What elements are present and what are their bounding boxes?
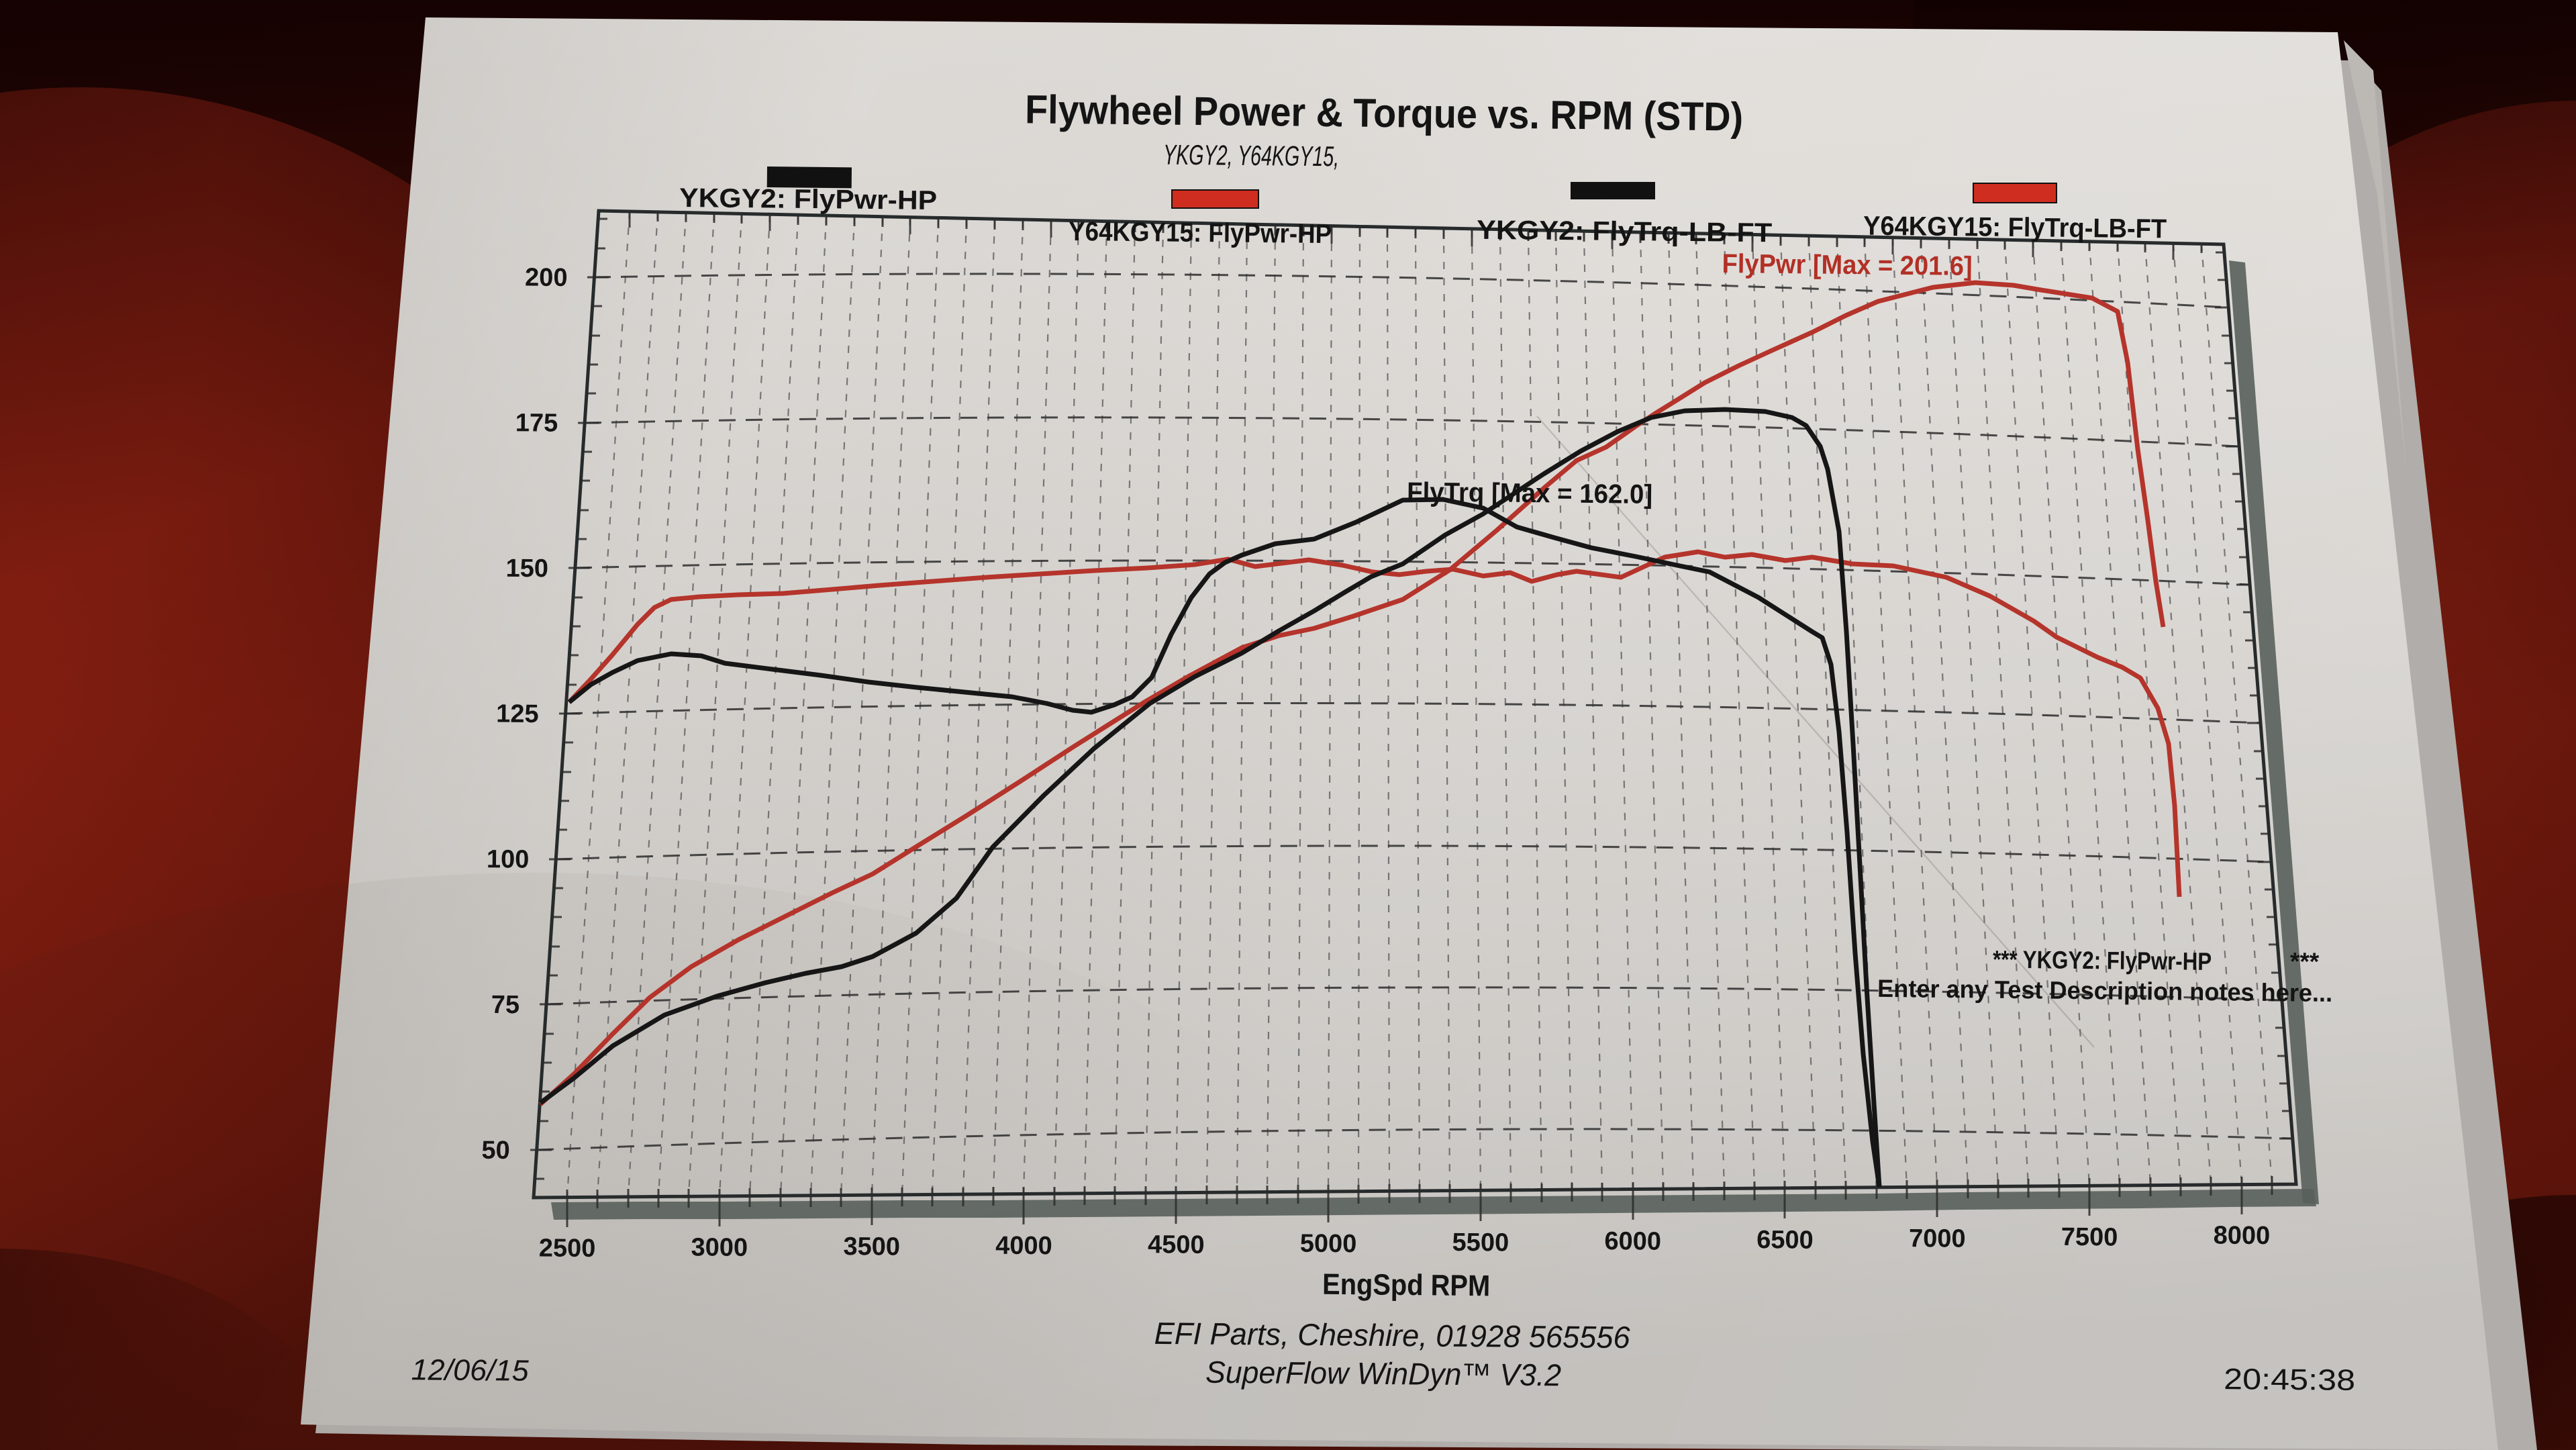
svg-text:7500: 7500 [2061, 1223, 2118, 1252]
svg-text:3000: 3000 [691, 1233, 748, 1262]
svg-text:***: *** [2290, 948, 2320, 975]
svg-text:EngSpd RPM: EngSpd RPM [1322, 1268, 1490, 1303]
svg-text:200: 200 [525, 264, 568, 292]
svg-text:EFI Parts, Cheshire, 01928 565: EFI Parts, Cheshire, 01928 565556 [1154, 1316, 1630, 1355]
svg-text:12/06/15: 12/06/15 [411, 1353, 529, 1388]
svg-text:7000: 7000 [1909, 1224, 1966, 1253]
svg-text:5500: 5500 [1452, 1228, 1509, 1257]
svg-text:6500: 6500 [1756, 1226, 1814, 1255]
svg-text:175: 175 [515, 409, 558, 437]
svg-text:5000: 5000 [1300, 1230, 1357, 1259]
svg-text:150: 150 [505, 554, 548, 583]
svg-text:YKGY2: FlyTrq-LB-FT: YKGY2: FlyTrq-LB-FT [1477, 215, 1772, 248]
svg-text:4500: 4500 [1148, 1230, 1205, 1259]
svg-text:FlyPwr [Max = 201.6]: FlyPwr [Max = 201.6] [1722, 249, 1972, 281]
svg-text:50: 50 [481, 1137, 510, 1165]
svg-text:Flywheel Power & Torque vs. RP: Flywheel Power & Torque vs. RPM (STD) [1025, 87, 1744, 139]
svg-text:3500: 3500 [843, 1232, 900, 1261]
svg-text:YKGY2, Y64KGY15,: YKGY2, Y64KGY15, [1163, 139, 1339, 173]
svg-text:8000: 8000 [2214, 1222, 2271, 1251]
svg-text:125: 125 [496, 700, 539, 728]
svg-text:4000: 4000 [995, 1232, 1052, 1261]
svg-text:Enter any Test Description not: Enter any Test Description notes here... [1877, 975, 2332, 1007]
svg-text:*** YKGY2: FlyPwr-HP: *** YKGY2: FlyPwr-HP [1993, 946, 2212, 975]
svg-text:100: 100 [487, 845, 530, 873]
svg-text:YKGY2: FlyPwr-HP: YKGY2: FlyPwr-HP [679, 183, 937, 215]
svg-text:6000: 6000 [1604, 1227, 1661, 1256]
svg-text:Y64KGY15: FlyTrq-LB-FT: Y64KGY15: FlyTrq-LB-FT [1863, 211, 2167, 244]
svg-text:FlyTrq [Max = 162.0]: FlyTrq [Max = 162.0] [1407, 477, 1652, 510]
svg-text:Y64KGY15: FlyPwr-HP: Y64KGY15: FlyPwr-HP [1069, 217, 1332, 249]
svg-text:20:45:38: 20:45:38 [2224, 1363, 2355, 1397]
svg-text:2500: 2500 [539, 1234, 596, 1263]
svg-text:SuperFlow WinDyn™ V3.2: SuperFlow WinDyn™ V3.2 [1205, 1355, 1561, 1393]
svg-text:75: 75 [491, 991, 520, 1019]
